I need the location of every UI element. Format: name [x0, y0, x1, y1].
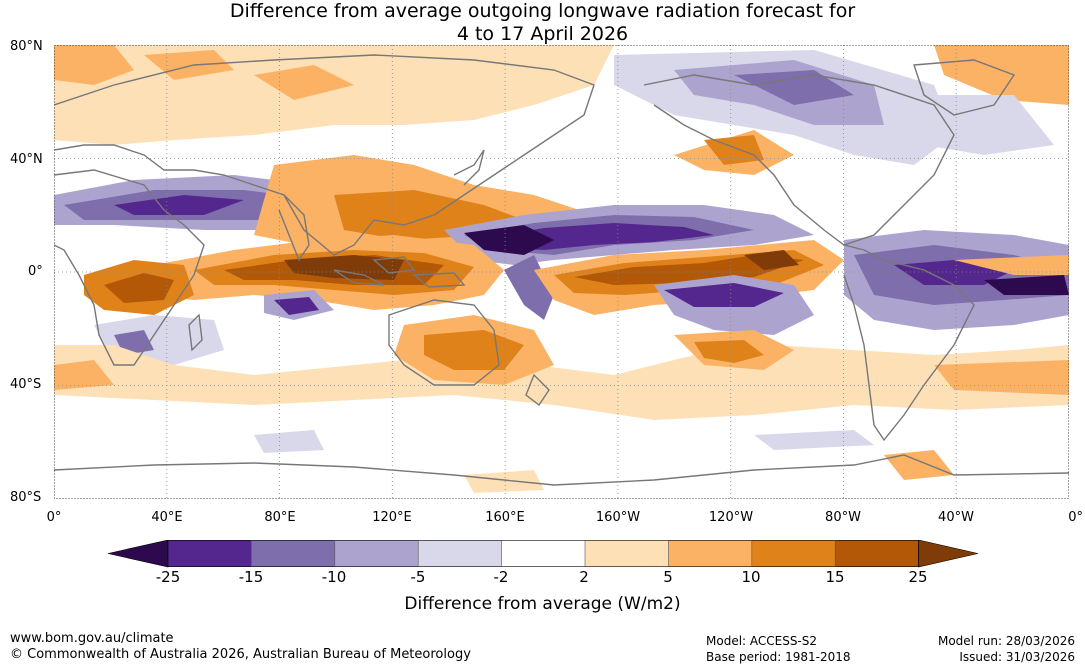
- lon-label-40w: 40°W: [938, 510, 974, 525]
- footer-issued: Issued: 31/03/2026: [959, 650, 1075, 664]
- colorbar-tick: -10: [321, 568, 347, 586]
- lon-label-80e: 80°E: [264, 510, 296, 525]
- colorbar-tick: -2: [493, 568, 509, 586]
- lon-label-0-east: 0°: [1068, 510, 1083, 525]
- lon-label-160e: 160°E: [485, 510, 525, 525]
- footer-base-period: Base period: 1981-2018: [706, 650, 851, 664]
- colorbar-bin: [585, 540, 669, 567]
- anomaly-shading: [54, 45, 1069, 493]
- colorbar-bin: [751, 540, 836, 567]
- footer-website: www.bom.gov.au/climate: [10, 631, 174, 646]
- coastlines: [54, 54, 1069, 486]
- lon-label-120e: 120°E: [372, 510, 412, 525]
- footer-model: Model: ACCESS-S2: [706, 634, 818, 648]
- colorbar-bin: [168, 540, 252, 567]
- colorbar-tick: 15: [825, 568, 845, 586]
- map-title: Difference from average outgoing longwav…: [0, 0, 1085, 46]
- footer-copyright: © Commonwealth of Australia 2026, Austra…: [10, 647, 471, 662]
- map-canvas: [54, 45, 1069, 499]
- lat-label-0: 0°: [28, 264, 43, 279]
- lon-label-0-west: 0°: [46, 510, 62, 525]
- lat-label-40n: 40°N: [10, 152, 43, 167]
- colorbar-bin: [251, 540, 335, 567]
- lat-label-80s: 80°S: [10, 490, 42, 505]
- colorbar-tick: -5: [410, 568, 426, 586]
- colorbar: [107, 539, 979, 574]
- lat-label-40s: 40°S: [10, 377, 42, 392]
- colorbar-bin: [418, 540, 502, 567]
- colorbar-bin: [501, 540, 585, 567]
- colorbar-bin: [334, 540, 419, 567]
- lon-label-120w: 120°W: [708, 510, 754, 525]
- olr-anomaly-map: [54, 45, 1069, 499]
- lon-label-80w: 80°W: [825, 510, 861, 525]
- colorbar-tick: 5: [663, 568, 673, 586]
- lat-label-80n: 80°N: [10, 39, 43, 54]
- colorbar-tick: 2: [579, 568, 589, 586]
- map-frame: [54, 45, 1069, 499]
- colorbar-label: Difference from average (W/m2): [404, 594, 681, 614]
- lon-label-40e: 40°E: [151, 510, 183, 525]
- footer-left: www.bom.gov.au/climate © Commonwealth of…: [10, 631, 471, 663]
- colorbar-bin: [835, 540, 919, 567]
- map-title-line2: 4 to 17 April 2026: [456, 23, 629, 45]
- lon-label-160w: 160°W: [595, 510, 641, 525]
- colorbar-svg: [107, 539, 979, 568]
- footer-model-run: Model run: 28/03/2026: [937, 634, 1075, 648]
- colorbar-bin: [668, 540, 752, 567]
- colorbar-tick: -25: [155, 568, 181, 586]
- colorbar-tick: 10: [741, 568, 761, 586]
- colorbar-arrow-high: [918, 539, 979, 568]
- footer-model-info: Model: ACCESS-S2 Base period: 1981-2018: [706, 633, 851, 665]
- colorbar-tick: -15: [238, 568, 264, 586]
- colorbar-arrow-low: [107, 539, 169, 568]
- map-title-line1: Difference from average outgoing longwav…: [229, 0, 856, 22]
- footer-run-info: Model run: 28/03/2026 Issued: 31/03/2026: [875, 633, 1075, 665]
- colorbar-tick: 25: [908, 568, 928, 586]
